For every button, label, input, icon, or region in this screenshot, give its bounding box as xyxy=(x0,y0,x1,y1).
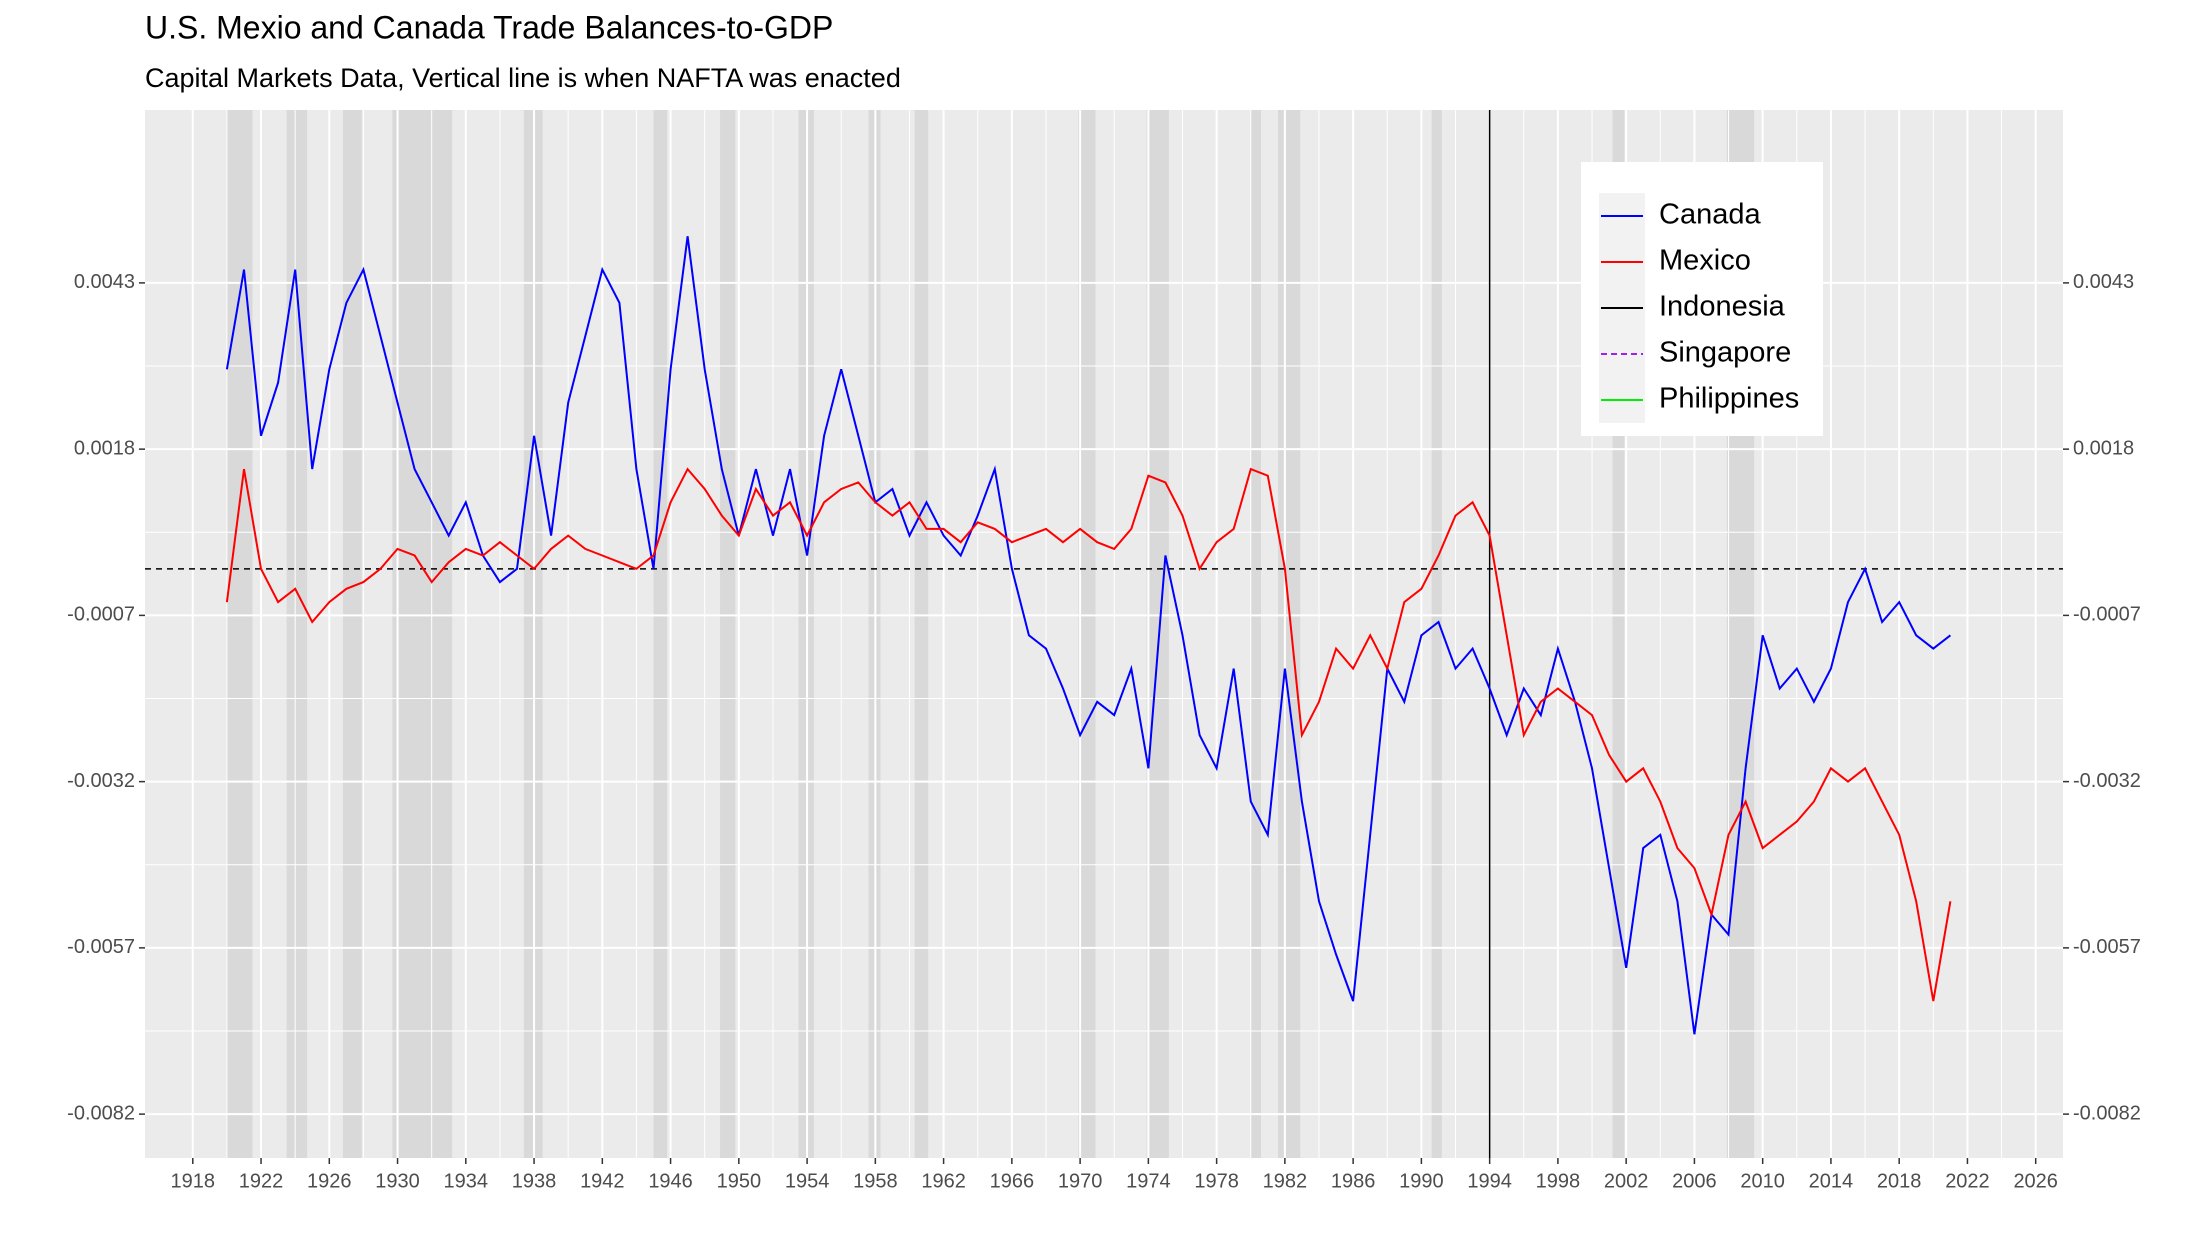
y-tick-label: -0.0032 xyxy=(67,770,135,792)
legend-label: Canada xyxy=(1659,199,1761,231)
x-tick-label: 1958 xyxy=(853,1170,898,1192)
x-tick-label: 2018 xyxy=(1877,1170,1922,1192)
shaded-period xyxy=(1078,110,1096,1158)
x-tick-label: 1994 xyxy=(1467,1170,1512,1192)
shaded-period xyxy=(653,110,668,1158)
x-tick-label: 1998 xyxy=(1536,1170,1581,1192)
y2-tick-label: 0.0043 xyxy=(2073,271,2134,293)
shaded-period xyxy=(1612,110,1625,1158)
y2-tick-label: -0.0007 xyxy=(2073,604,2141,626)
legend-label: Singapore xyxy=(1659,337,1791,369)
x-tick-label: 1974 xyxy=(1126,1170,1171,1192)
y-tick-label: -0.0057 xyxy=(67,936,135,958)
y-tick-label: -0.0007 xyxy=(67,604,135,626)
shaded-period xyxy=(1431,110,1442,1158)
x-tick-label: 1942 xyxy=(580,1170,625,1192)
x-tick-label: 2026 xyxy=(2013,1170,2058,1192)
shaded-period xyxy=(392,110,453,1158)
shaded-period xyxy=(914,110,929,1158)
y2-tick-label: -0.0032 xyxy=(2073,770,2141,792)
x-tick-label: 1946 xyxy=(648,1170,693,1192)
y2-tick-label: -0.0082 xyxy=(2073,1102,2141,1124)
x-tick-label: 1982 xyxy=(1263,1170,1308,1192)
shaded-period xyxy=(1278,110,1301,1158)
x-tick-label: 2014 xyxy=(1809,1170,1854,1192)
chart-subtitle: Capital Markets Data, Vertical line is w… xyxy=(145,63,901,93)
shaded-period xyxy=(1250,110,1261,1158)
series-line xyxy=(225,467,1952,1002)
x-tick-label: 2002 xyxy=(1604,1170,1649,1192)
y2-tick-label: -0.0057 xyxy=(2073,936,2141,958)
x-tick-label: 1990 xyxy=(1399,1170,1444,1192)
legend-label: Mexico xyxy=(1659,245,1751,277)
y-tick-label: 0.0043 xyxy=(74,271,135,293)
x-tick-label: 1950 xyxy=(717,1170,762,1192)
y-tick-label: -0.0082 xyxy=(67,1102,135,1124)
shaded-period xyxy=(720,110,736,1158)
x-tick-label: 1930 xyxy=(375,1170,420,1192)
shaded-period xyxy=(342,110,362,1158)
x-tick-label: 1970 xyxy=(1058,1170,1103,1192)
shaded-period xyxy=(286,110,308,1158)
x-tick-label: 1938 xyxy=(512,1170,557,1192)
x-tick-label: 1962 xyxy=(921,1170,966,1192)
x-tick-label: 1934 xyxy=(444,1170,489,1192)
shaded-period xyxy=(226,110,253,1158)
x-tick-label: 1986 xyxy=(1331,1170,1376,1192)
x-tick-label: 1954 xyxy=(785,1170,830,1192)
x-tick-label: 1978 xyxy=(1194,1170,1239,1192)
x-tick-label: 2022 xyxy=(1945,1170,1990,1192)
y-tick-label: 0.0018 xyxy=(74,437,135,459)
x-tick-label: 2006 xyxy=(1672,1170,1717,1192)
x-tick-label: 1922 xyxy=(239,1170,284,1192)
y2-tick-label: 0.0018 xyxy=(2073,437,2134,459)
chart-title: U.S. Mexio and Canada Trade Balances-to-… xyxy=(145,9,833,45)
x-tick-label: 1926 xyxy=(307,1170,352,1192)
shaded-period xyxy=(1146,110,1169,1158)
legend-label: Indonesia xyxy=(1659,291,1786,323)
x-tick-label: 1966 xyxy=(990,1170,1035,1192)
series-line xyxy=(225,236,1952,1035)
x-tick-label: 1918 xyxy=(171,1170,216,1192)
x-tick-label: 2010 xyxy=(1740,1170,1785,1192)
legend-label: Philippines xyxy=(1659,383,1799,415)
